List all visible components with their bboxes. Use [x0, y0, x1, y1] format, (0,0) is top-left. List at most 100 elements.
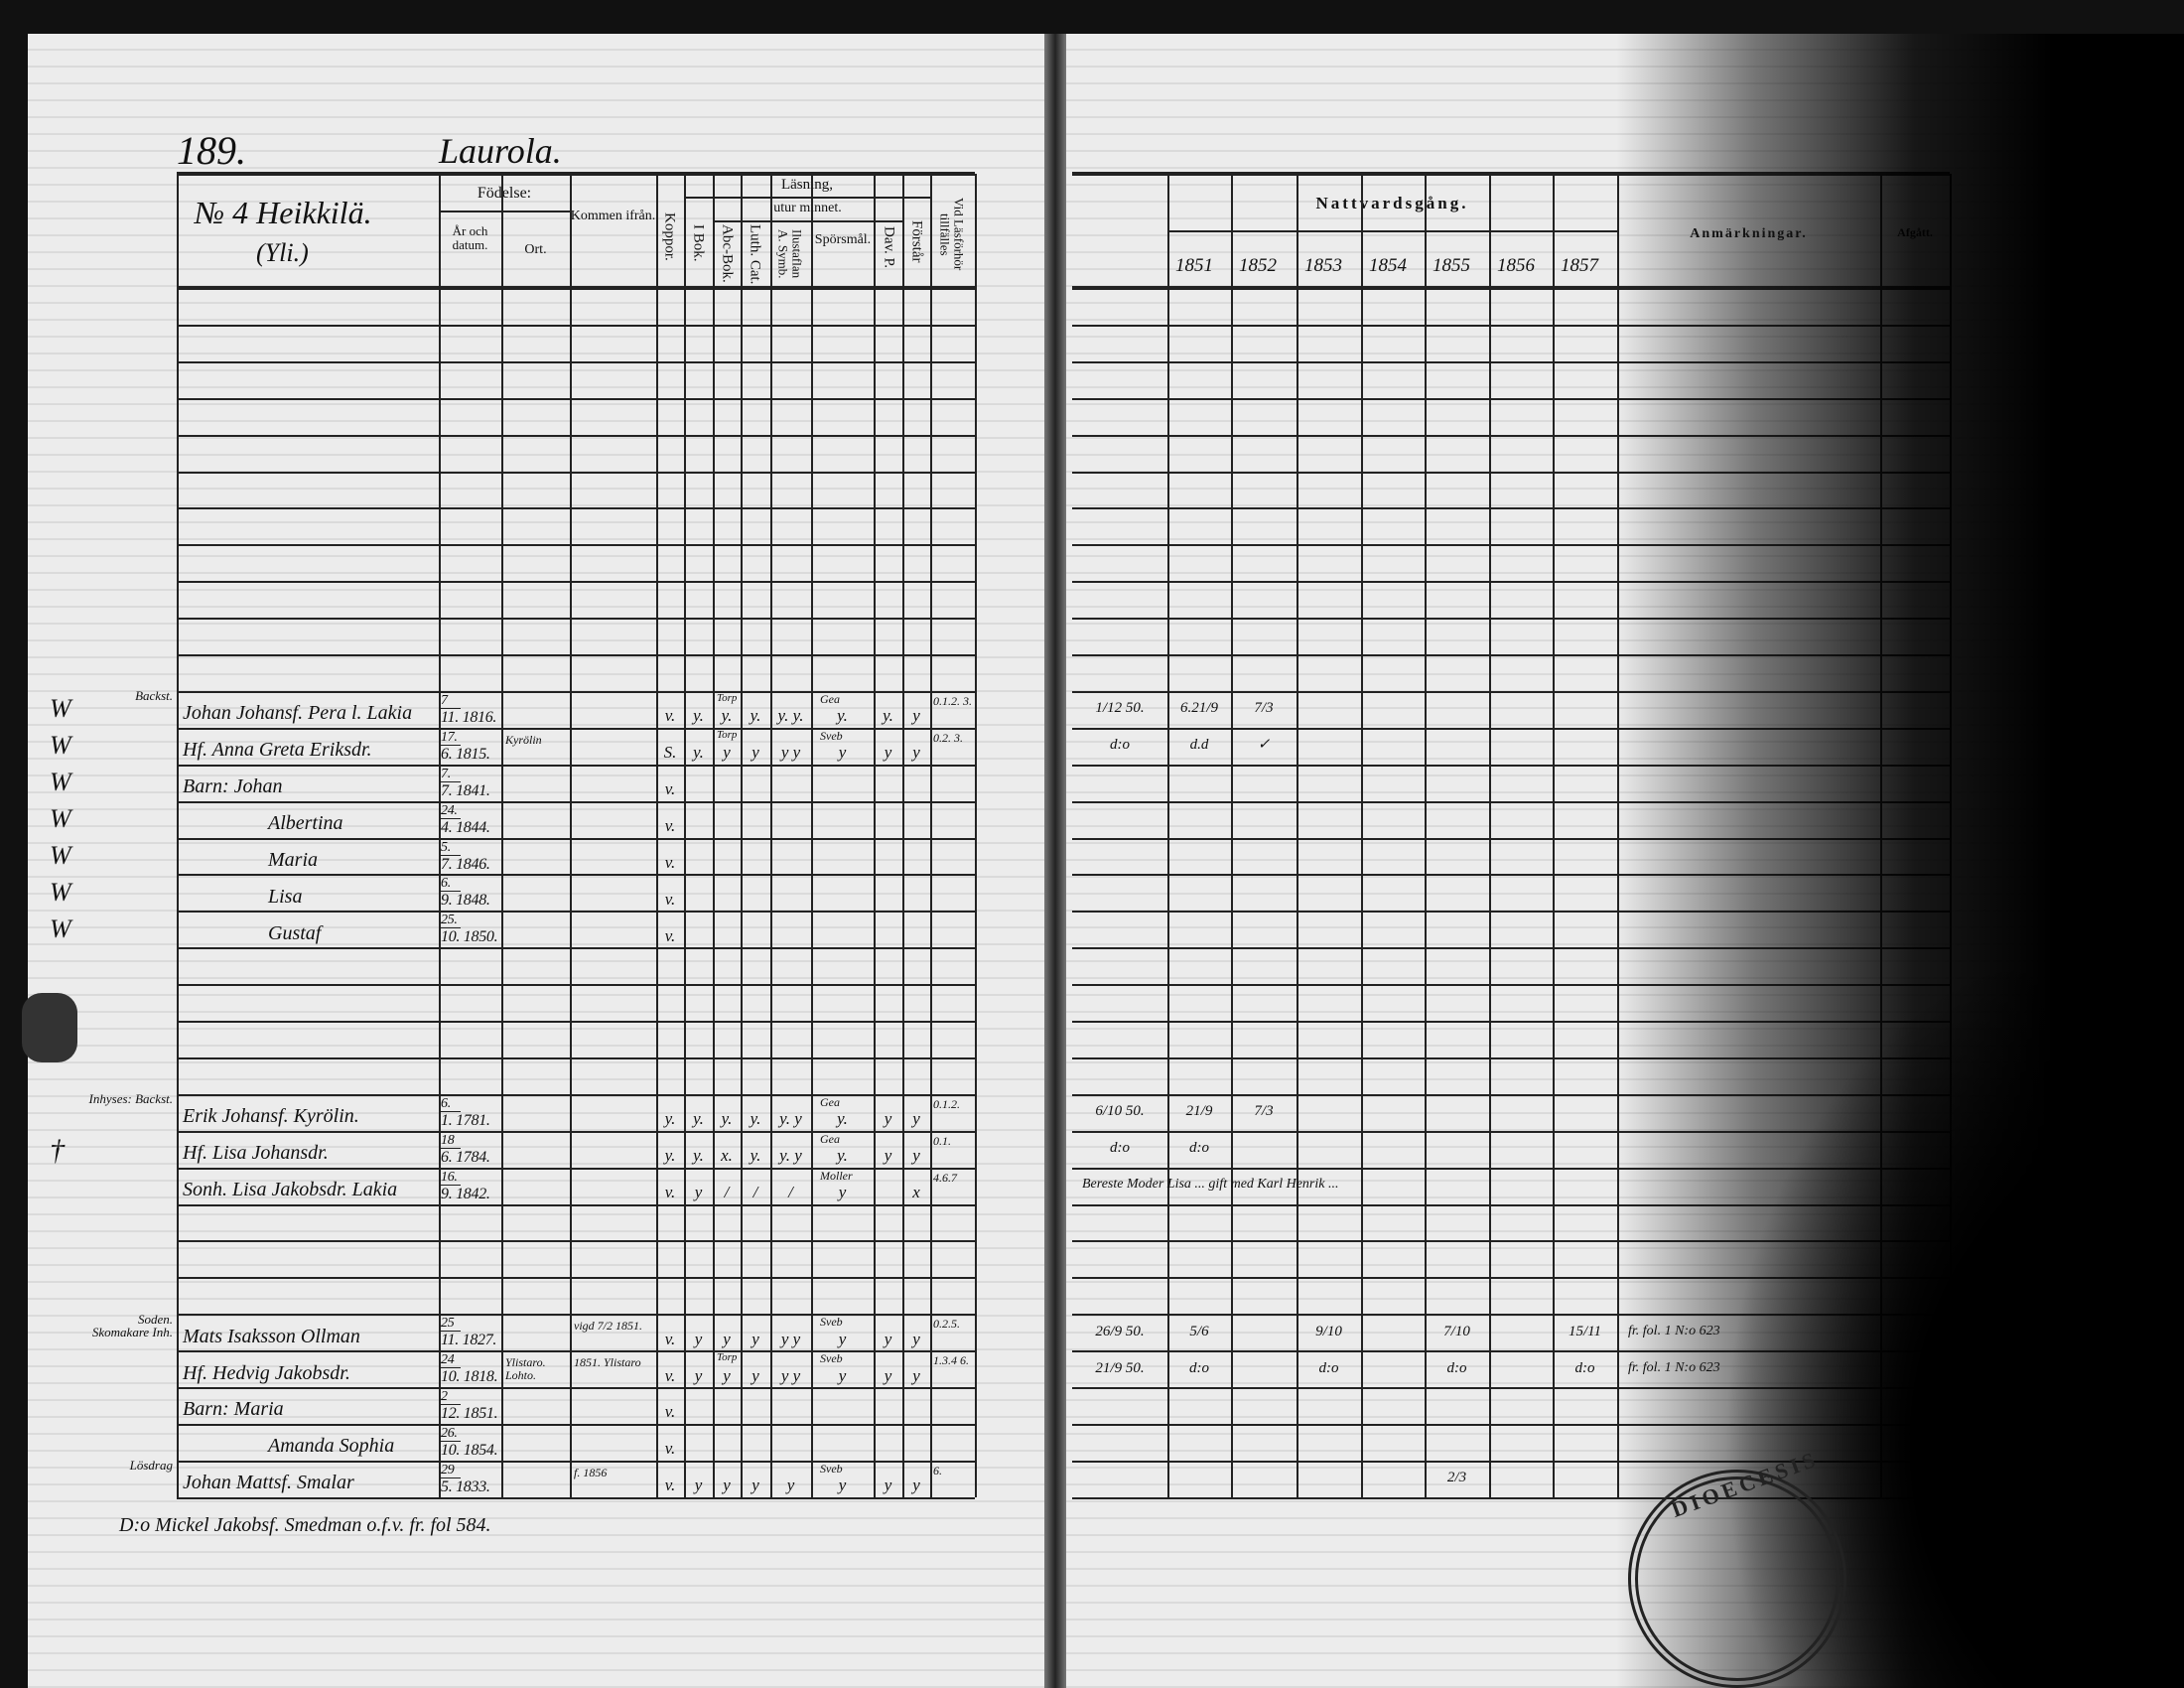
reading-mark: y: [884, 1329, 892, 1348]
person-name: Johan Mattsf. Smalar: [183, 1472, 354, 1494]
communion-entry: 15/11: [1568, 1323, 1602, 1339]
row-rule: [1072, 984, 1950, 986]
row-rule: [177, 1168, 975, 1170]
communion-entry: 1/12 50.: [1095, 700, 1145, 717]
year-header: 1856: [1497, 255, 1535, 276]
diocese-stamp: DIOECESIS: [1628, 1446, 1846, 1688]
reading-mark: y.: [750, 706, 761, 726]
koppor-mark: y.: [664, 1109, 676, 1129]
row-rule: [1072, 435, 1950, 437]
row-rule: [1072, 1240, 1950, 1242]
reading-mark: y.: [721, 706, 733, 726]
column-rule: [902, 174, 904, 1497]
row-rule: [177, 1277, 975, 1279]
koppor-mark: y.: [664, 1146, 676, 1166]
birth-day: 2: [441, 1390, 461, 1405]
birth-date: 17. 6. 1815.: [441, 730, 490, 763]
birth-month-year: 12. 1851.: [441, 1405, 498, 1422]
column-rule: [177, 174, 179, 1497]
row-rule: [177, 1350, 975, 1352]
margin-mark: W: [50, 768, 71, 797]
reading-mark: y: [694, 1183, 703, 1202]
reading-mark: y: [912, 706, 920, 726]
reading-note: Sveb: [820, 1315, 843, 1330]
moved-from: 1851. Ylistaro: [574, 1355, 641, 1370]
birth-date: 25 11. 1827.: [441, 1317, 496, 1348]
koppor-mark: v.: [664, 925, 676, 945]
birth-day: 6.: [441, 877, 461, 893]
communion-entry: 21/9 50.: [1095, 1359, 1145, 1376]
birth-date: 24. 4. 1844.: [441, 803, 490, 836]
header-i-bok: I Bok.: [690, 224, 707, 262]
reading-mark: y. y.: [777, 706, 804, 726]
row-rule: [177, 472, 975, 474]
margin-mark: W: [50, 914, 71, 943]
row-rule: [1072, 361, 1950, 363]
column-rule: [684, 174, 686, 1497]
reading-mark: y: [912, 1476, 920, 1495]
reading-mark: y y: [780, 743, 801, 763]
birth-day: 25: [441, 1317, 461, 1333]
column-rule: [713, 174, 715, 1497]
reading-mark: y: [884, 1476, 892, 1495]
communion-entry: 7/3: [1254, 700, 1274, 717]
column-rule: [501, 174, 503, 1497]
row-rule: [1072, 1168, 1950, 1170]
reading-mark: y.: [883, 706, 893, 726]
remark: fr. fol. 1 N:o 623: [1628, 1359, 1720, 1375]
year-header: 1853: [1304, 255, 1342, 276]
reading-mark: y.: [693, 706, 704, 726]
birth-day: 26.: [441, 1426, 461, 1442]
birth-day: 6.: [441, 1096, 461, 1112]
reading-mark: y: [884, 1146, 892, 1166]
reading-mark: y: [838, 1183, 847, 1202]
row-rule: [177, 947, 975, 949]
row-rule: [1072, 1387, 1950, 1389]
header-ilustaflan: Ilustaflan A. Symb.: [775, 229, 805, 279]
row-rule: [177, 691, 975, 693]
row-rule: [1072, 1057, 1950, 1059]
parish-section-title: Laurola.: [439, 131, 562, 171]
birth-month-year: 10. 1850.: [441, 928, 498, 946]
birth-date: 2 12. 1851.: [441, 1390, 498, 1422]
communion-entry: d:o: [1574, 1359, 1595, 1376]
examination-occasions: 0.2. 3.: [933, 730, 963, 745]
communion-entry: 6.21/9: [1180, 700, 1218, 717]
birth-month-year: 11. 1827.: [441, 1332, 497, 1349]
row-rule: [1072, 507, 1950, 509]
page-number: 189.: [177, 128, 246, 173]
reading-mark: y: [723, 1476, 731, 1495]
reading-mark: y: [884, 1365, 892, 1385]
header-nattvardsgang: Nattvardsgång.: [1315, 194, 1469, 212]
koppor-mark: v.: [664, 1476, 676, 1495]
communion-entry: d:o: [1446, 1359, 1467, 1376]
row-rule: [1072, 1021, 1950, 1023]
header-luth-cat: Luth. Cat.: [747, 224, 763, 285]
margin-mark: W: [50, 877, 71, 907]
book-gutter: [1044, 34, 1066, 1688]
reading-note: Torp: [717, 728, 738, 741]
birth-date: 24 10. 1818.: [441, 1353, 498, 1385]
column-rule: [1880, 174, 1882, 1497]
row-rule: [177, 1387, 975, 1389]
reading-mark: y.: [837, 1109, 848, 1129]
birth-day: 17.: [441, 730, 461, 746]
reading-mark: y: [751, 743, 759, 763]
reading-note: Sveb: [820, 1351, 843, 1366]
row-rule: [177, 765, 975, 767]
row-rule: [177, 1057, 975, 1059]
examination-occasions: 0.1.: [933, 1133, 951, 1148]
reading-mark: y. y: [779, 1146, 802, 1166]
column-rule: [656, 174, 658, 1497]
reading-note: Gea: [820, 1094, 840, 1109]
header-top-rule: [177, 172, 975, 176]
header-bottom-rule: [1072, 286, 1950, 290]
row-rule: [1072, 544, 1950, 546]
column-rule: [1489, 174, 1491, 1497]
row-rule: [177, 507, 975, 509]
birth-month-year: 1. 1781.: [441, 1111, 490, 1129]
right-page: [1060, 34, 2184, 1688]
header-sporsmal: Spörsmål.: [814, 232, 872, 247]
row-rule: [177, 911, 975, 913]
row-rule: [1072, 1131, 1950, 1133]
